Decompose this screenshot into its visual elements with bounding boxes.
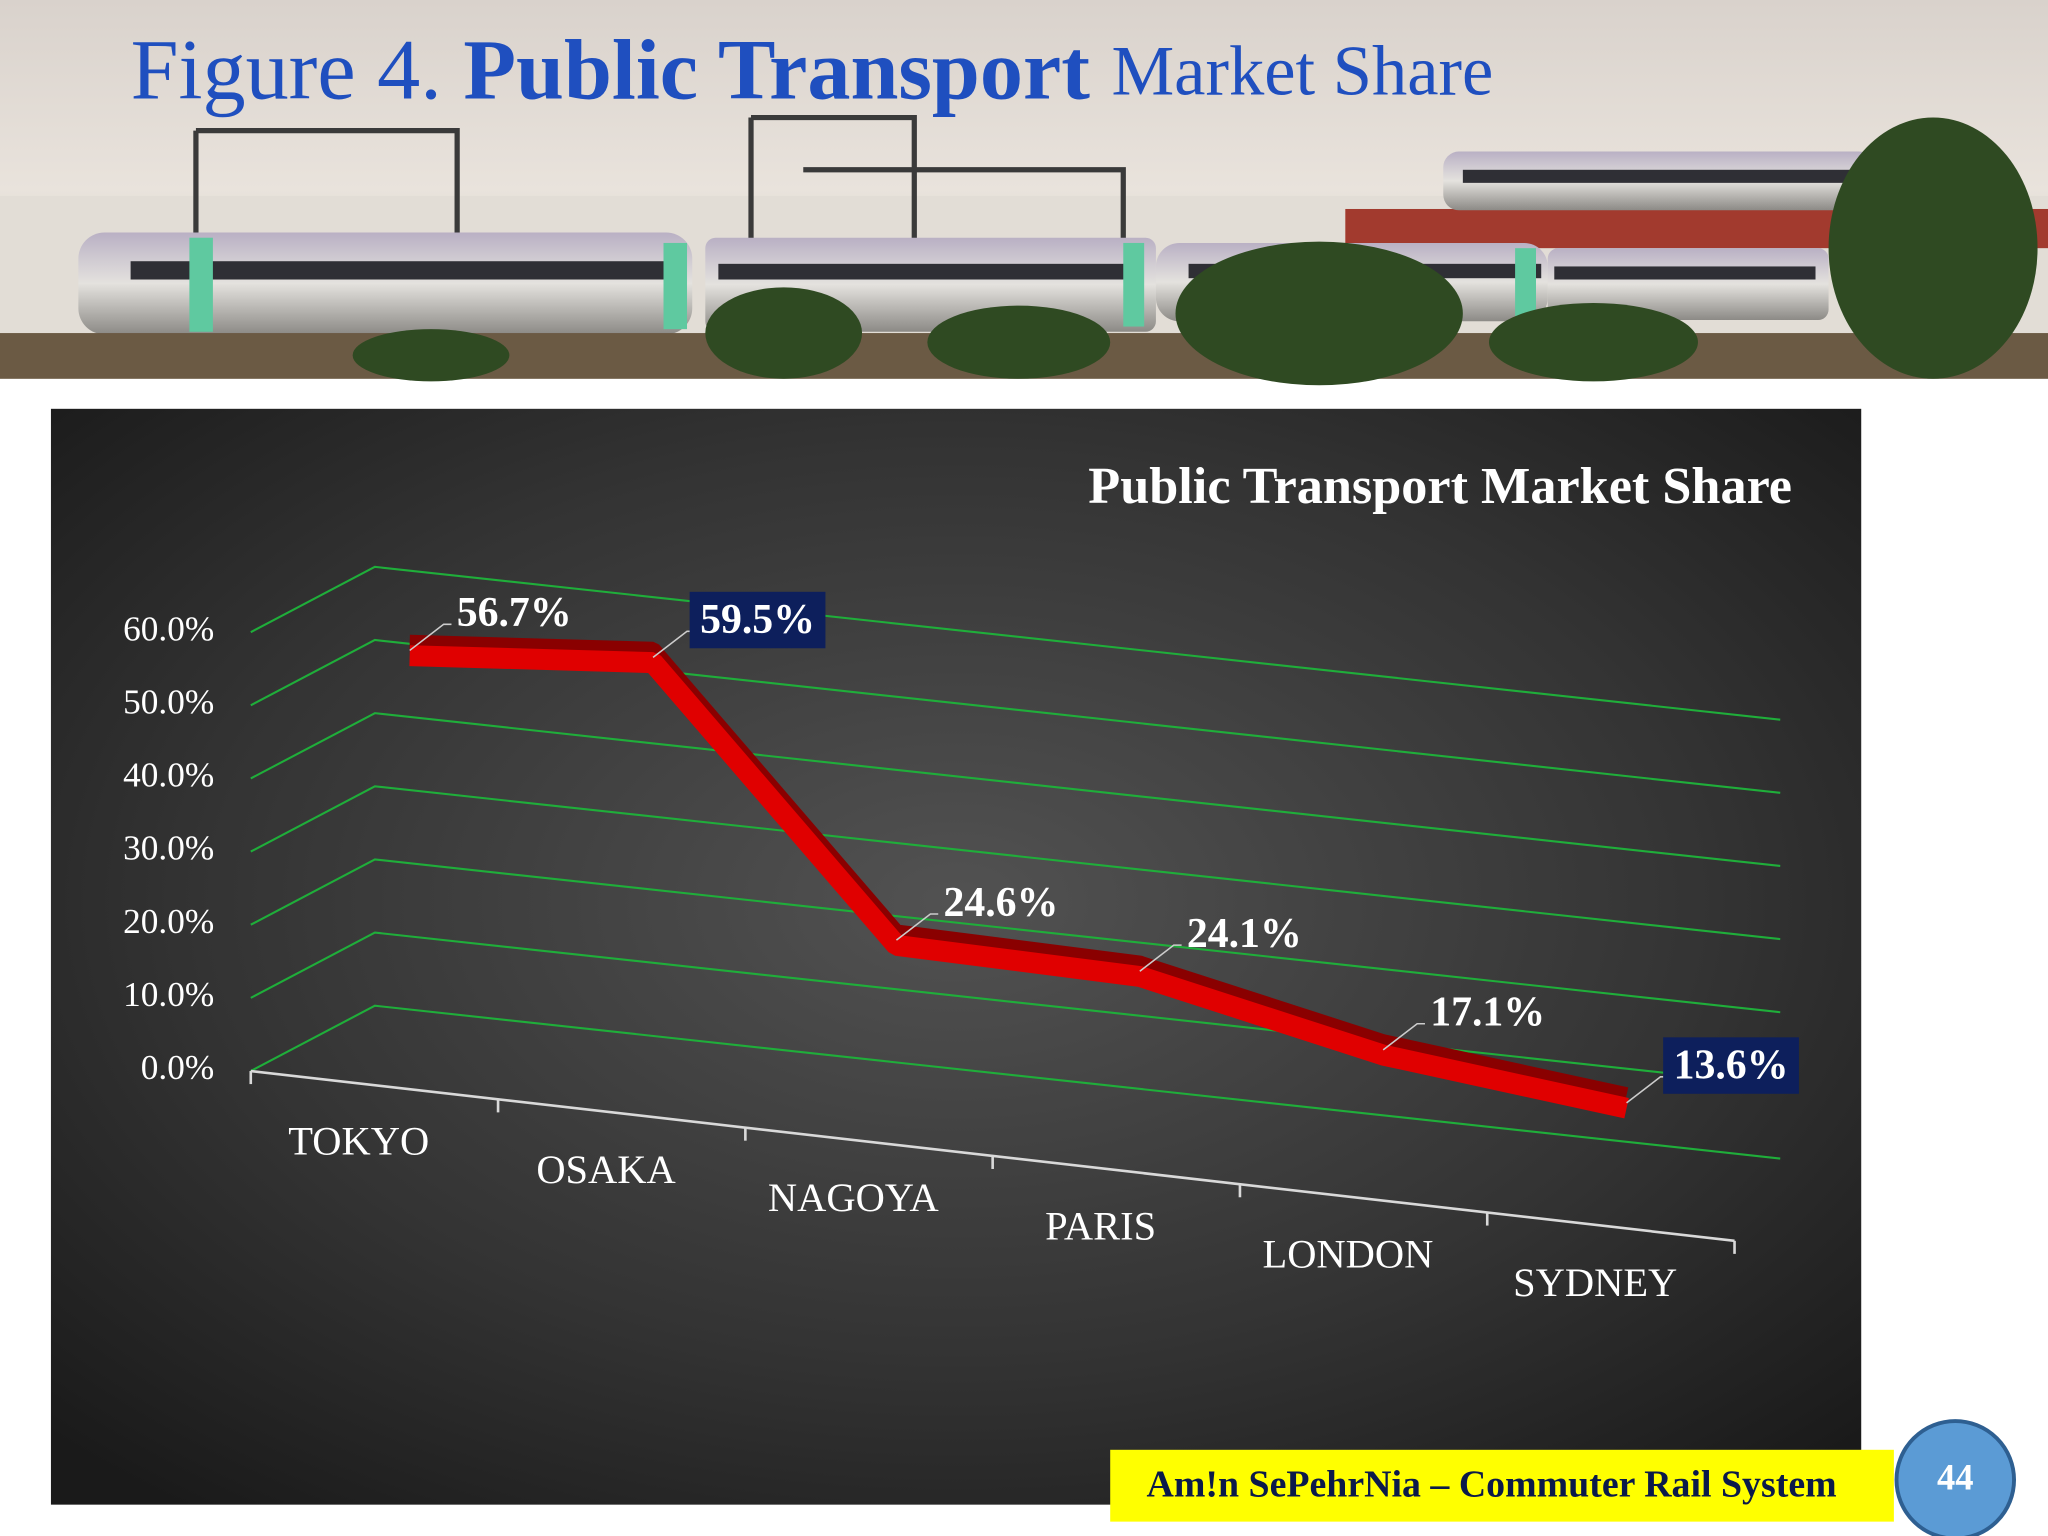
x-tick-label: NAGOYA xyxy=(768,1175,939,1220)
footer: Am!n SePehrNia – Commuter Rail System xyxy=(1147,1463,1837,1505)
footer-box xyxy=(1110,1449,1894,1522)
leader-line xyxy=(895,913,939,941)
grid-line xyxy=(250,638,1781,794)
grid-line xyxy=(250,785,1781,941)
slide-title-part: Figure 4. xyxy=(131,21,442,117)
y-tick-label: 40.0% xyxy=(123,756,214,795)
grid-line xyxy=(250,565,1781,721)
plot: 0.0% 10.0% 20.0% 30.0% 40.0% 50.0% 60.0% TOKYO O… xyxy=(123,565,1799,1305)
y-tick-label: 0.0% xyxy=(141,1048,214,1087)
data-label: 17.1% xyxy=(1430,990,1545,1036)
chart-title: Public Transport Market Share xyxy=(1088,457,1792,515)
data-label-box xyxy=(689,591,826,649)
leader-line xyxy=(1139,944,1182,972)
data-label: 56.7% xyxy=(457,590,572,636)
data-label: 24.1% xyxy=(1187,911,1302,957)
slide-title: Figure 4. Public Transport Market Share xyxy=(131,21,1494,117)
slide-title-part: Market Share xyxy=(1111,33,1493,111)
x-tick-label: PARIS xyxy=(1045,1203,1156,1248)
line-ribbon-shadow xyxy=(409,634,1629,1103)
y-tick-label: 10.0% xyxy=(123,975,214,1014)
grid-line xyxy=(250,1004,1781,1160)
data-label-box xyxy=(1663,1037,1799,1094)
leader-line xyxy=(409,623,452,652)
data-label: 13.6% xyxy=(1674,1043,1789,1089)
y-tick-label: 50.0% xyxy=(123,682,214,721)
data-label: 59.5% xyxy=(700,597,815,643)
grid-line xyxy=(250,712,1781,867)
data-label: 24.6% xyxy=(943,880,1058,926)
page-badge xyxy=(1894,1419,2016,1536)
page-number: 44 xyxy=(1937,1457,1974,1498)
x-tick-label: OSAKA xyxy=(536,1147,675,1192)
y-tick-label: 60.0% xyxy=(123,609,214,648)
header-photo xyxy=(0,0,2048,386)
x-tick-label: LONDON xyxy=(1262,1232,1433,1277)
y-tick-label: 30.0% xyxy=(123,829,214,868)
x-tick-label: TOKYO xyxy=(288,1119,429,1164)
grid-line xyxy=(250,858,1781,1014)
slide-title-part: Public Transport xyxy=(463,21,1090,117)
y-tick-label: 20.0% xyxy=(123,902,214,941)
line xyxy=(409,645,1629,1119)
leader-line xyxy=(1382,1022,1425,1051)
x-tick-label: SYDNEY xyxy=(1513,1260,1677,1305)
